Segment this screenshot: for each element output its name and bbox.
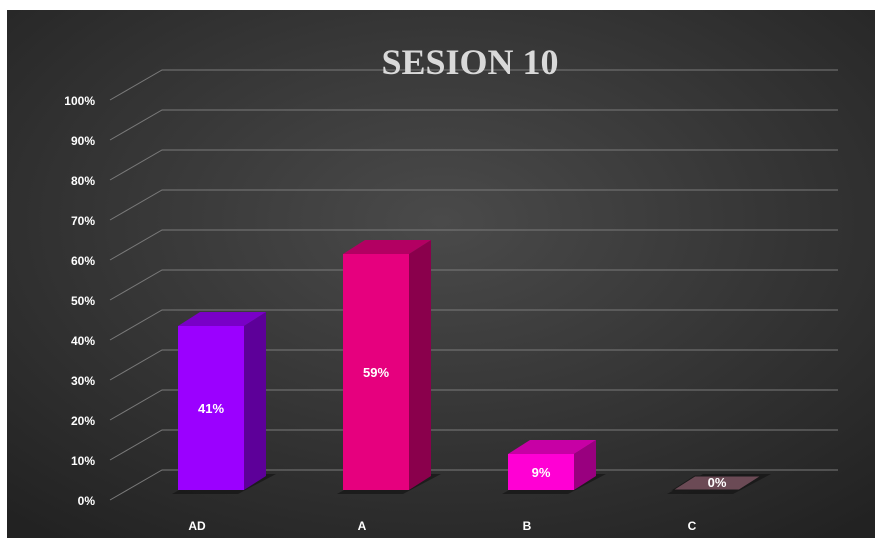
x-category-label: A — [358, 519, 367, 533]
y-tick-label: 40% — [71, 334, 95, 348]
y-axis-ticks: 0% 10% 20% 30% 40% 50% 60% 70% 80% 90% 100% — [64, 94, 95, 508]
gridline — [109, 189, 838, 221]
bar-top — [178, 312, 266, 326]
y-tick-label: 20% — [71, 414, 95, 428]
chart-background — [7, 10, 875, 538]
gridline — [109, 309, 838, 341]
x-axis-categories: AD A B C — [188, 519, 696, 533]
x-category-label: C — [688, 519, 697, 533]
bar — [508, 454, 574, 490]
bar — [343, 254, 409, 490]
bars: 41% 59% 9% 0% — [172, 240, 771, 494]
gridline — [109, 349, 838, 381]
x-category-label: B — [523, 519, 532, 533]
y-tick-label: 50% — [71, 294, 95, 308]
y-tick-label: 0% — [78, 494, 96, 508]
bar-top — [508, 440, 596, 454]
y-tick-label: 60% — [71, 254, 95, 268]
y-tick-label: 100% — [64, 94, 95, 108]
x-category-label: AD — [188, 519, 206, 533]
gridline — [109, 469, 838, 501]
y-tick-label: 30% — [71, 374, 95, 388]
gridlines — [109, 69, 838, 501]
gridline — [109, 429, 838, 461]
bar-side — [244, 312, 266, 490]
data-label: 59% — [363, 365, 389, 380]
chart-title: SESION 10 — [381, 42, 558, 82]
data-label: 0% — [708, 475, 727, 490]
gridline — [109, 229, 838, 261]
data-label: 9% — [532, 465, 551, 480]
bar-top — [343, 240, 431, 254]
gridline — [109, 269, 838, 301]
bar — [178, 326, 244, 490]
gridline — [109, 69, 838, 101]
gridline — [109, 109, 838, 141]
y-tick-label: 80% — [71, 174, 95, 188]
y-tick-label: 10% — [71, 454, 95, 468]
data-label: 41% — [198, 401, 224, 416]
bar — [671, 475, 763, 491]
gridline — [109, 149, 838, 181]
bar-side — [574, 440, 596, 490]
y-tick-label: 90% — [71, 134, 95, 148]
gridline — [109, 389, 838, 421]
bar-side — [409, 240, 431, 490]
y-tick-label: 70% — [71, 214, 95, 228]
